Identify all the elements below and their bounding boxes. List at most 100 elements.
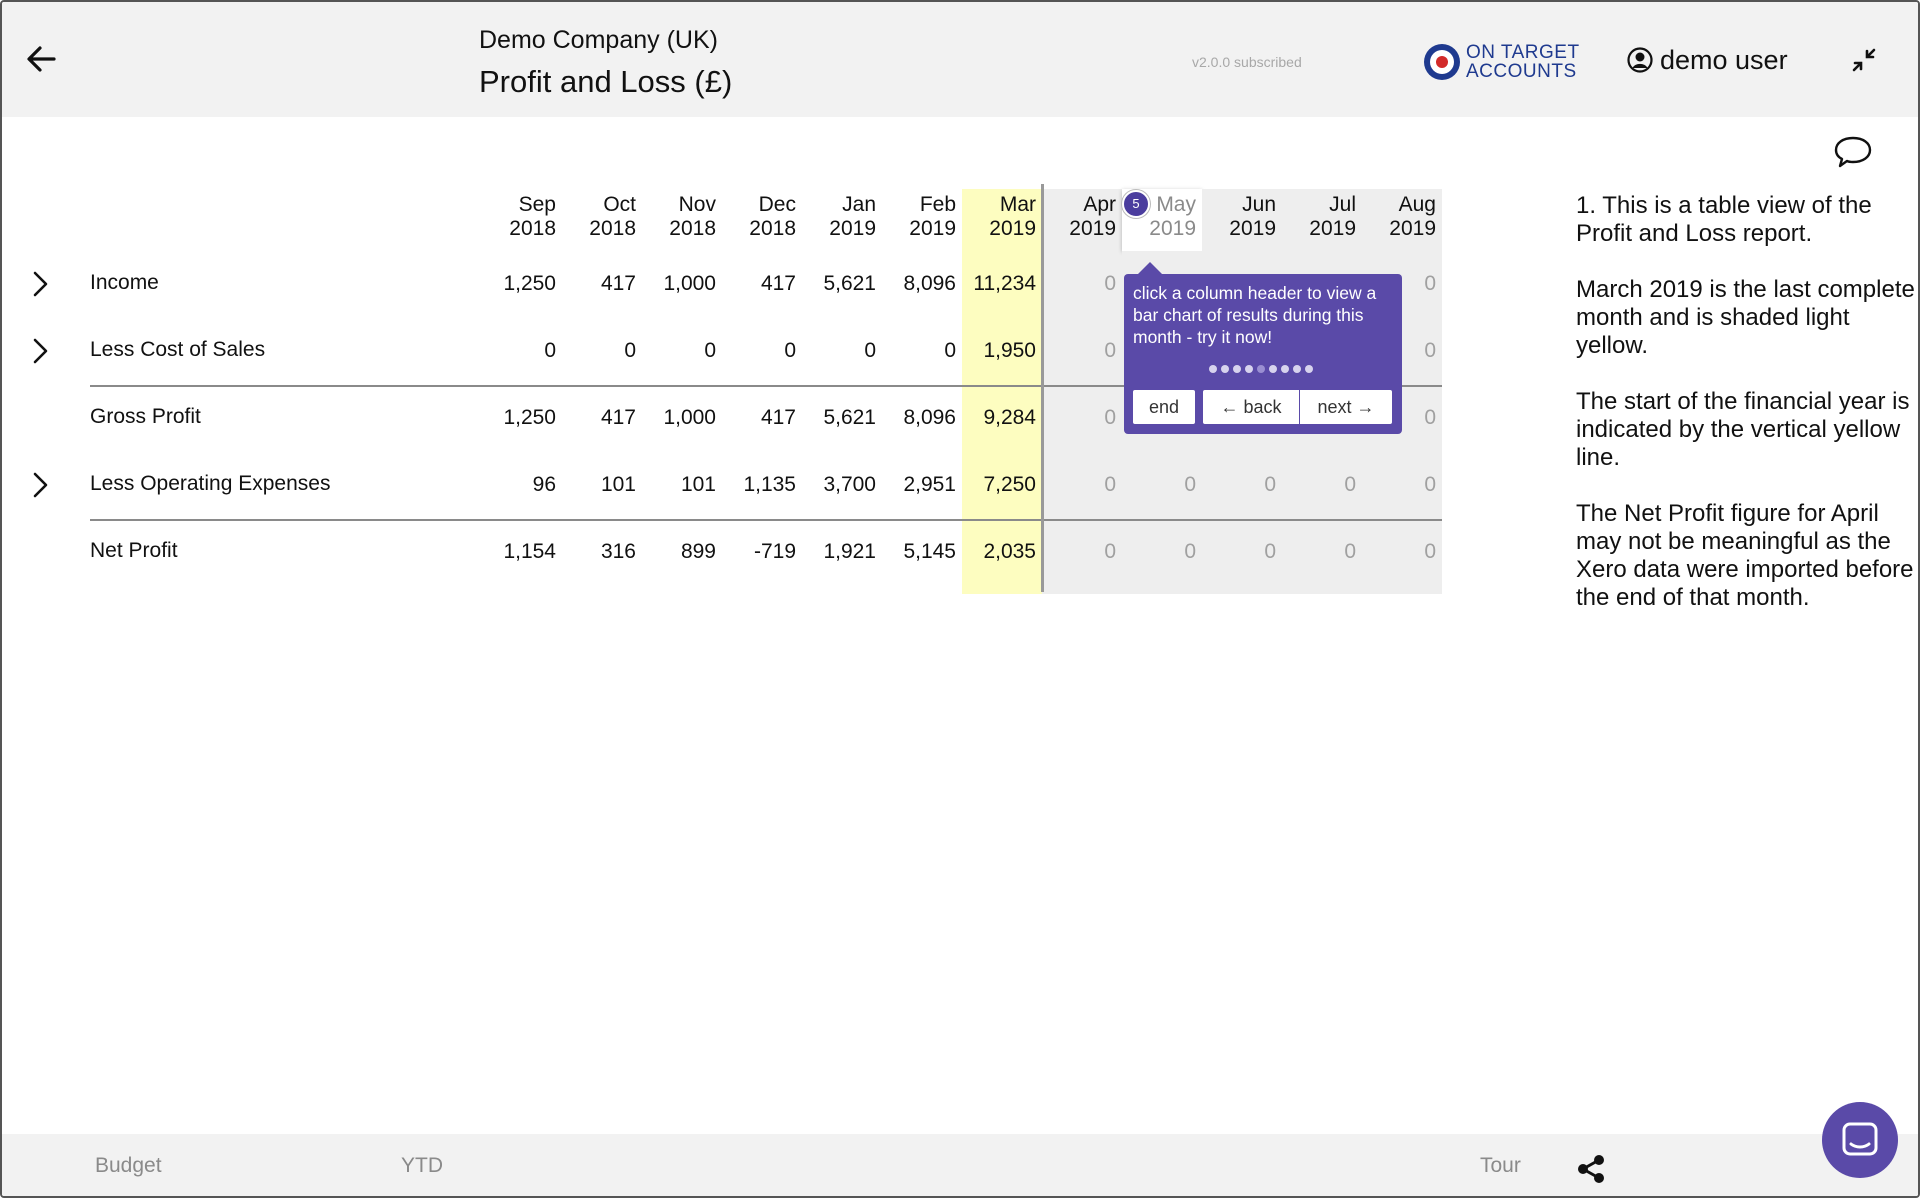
tour-popover: click a column header to view a bar char… — [1124, 262, 1402, 434]
tour-dot[interactable] — [1233, 365, 1241, 373]
column-year: 2019 — [1069, 217, 1116, 240]
table-cell: 0 — [1344, 473, 1356, 496]
column-month: Nov — [678, 193, 716, 216]
column-month: Jun — [1242, 193, 1276, 216]
column-month: May — [1156, 193, 1196, 216]
column-year: 2019 — [1309, 217, 1356, 240]
chevron-right-icon[interactable] — [26, 336, 54, 366]
tour-dot[interactable] — [1221, 365, 1229, 373]
help-paragraph: 1. This is a table view of the Profit an… — [1576, 192, 1872, 247]
user-name: demo user — [1660, 44, 1788, 75]
column-header-mar[interactable]: Mar 2019 — [962, 189, 1042, 251]
table-cell: 417 — [760, 272, 796, 295]
chevron-right-icon[interactable] — [26, 470, 54, 500]
table-cell: 2,035 — [983, 540, 1036, 563]
column-year: 2019 — [1149, 217, 1196, 240]
tour-step-badge: 5 — [1122, 190, 1150, 218]
column-header-sep[interactable]: Sep 2018 — [482, 189, 562, 251]
column-month: Mar — [999, 193, 1036, 216]
future-column — [1042, 189, 1122, 594]
table-cell: 5,621 — [823, 406, 876, 429]
column-header-feb[interactable]: Feb 2019 — [882, 189, 962, 251]
column-month: Sep — [518, 193, 556, 216]
budget-link[interactable]: Budget — [95, 1154, 162, 1177]
column-header-oct[interactable]: Oct 2018 — [562, 189, 642, 251]
tour-text: click a column header to view a bar char… — [1133, 283, 1377, 347]
row-label: Net Profit — [90, 539, 178, 562]
table-cell: 101 — [600, 473, 636, 496]
comment-icon[interactable] — [1832, 132, 1874, 172]
help-panel: 1. This is a table view of the Profit an… — [1576, 192, 1916, 640]
tour-next-button[interactable]: next → — [1300, 390, 1392, 424]
company-name: Demo Company (UK) — [479, 26, 718, 54]
column-header-aug[interactable]: Aug 2019 — [1362, 189, 1442, 251]
tour-dot[interactable] — [1293, 365, 1301, 373]
help-paragraph: March 2019 is the last complete month an… — [1576, 276, 1915, 359]
table-cell: 0 — [544, 339, 556, 362]
table-cell: 0 — [1424, 406, 1436, 429]
tour-dot[interactable] — [1257, 365, 1265, 373]
tour-dot[interactable] — [1281, 365, 1289, 373]
shrink-arrows-icon[interactable] — [1850, 46, 1878, 74]
table-cell: 0 — [1184, 540, 1196, 563]
table-cell: 11,234 — [973, 272, 1036, 295]
help-paragraph: The Net Profit figure for April may not … — [1576, 500, 1914, 611]
table-cell: 1,250 — [503, 406, 556, 429]
chat-launcher-button[interactable] — [1822, 1102, 1898, 1178]
table-cell: 0 — [1264, 473, 1276, 496]
table-cell: 0 — [1104, 473, 1116, 496]
tour-end-button[interactable]: end — [1133, 390, 1195, 424]
table-cell: 0 — [1424, 473, 1436, 496]
tour-dot[interactable] — [1305, 365, 1313, 373]
share-icon[interactable] — [1574, 1152, 1608, 1186]
column-header-jan[interactable]: Jan 2019 — [802, 189, 882, 251]
table-cell: 1,154 — [503, 540, 556, 563]
column-header-dec[interactable]: Dec 2018 — [722, 189, 802, 251]
row-divider — [90, 385, 1442, 387]
tour-progress-dots — [1209, 365, 1313, 373]
table-cell: 2,951 — [903, 473, 956, 496]
app-footer: Budget YTD Tour — [2, 1134, 1918, 1196]
column-header-jun[interactable]: Jun 2019 — [1202, 189, 1282, 251]
help-paragraph: The start of the financial year is indic… — [1576, 388, 1910, 471]
roundel-icon — [1424, 44, 1460, 80]
column-year: 2018 — [589, 217, 636, 240]
column-header-apr[interactable]: Apr 2019 — [1042, 189, 1122, 251]
tour-dot[interactable] — [1209, 365, 1217, 373]
ytd-link[interactable]: YTD — [401, 1154, 443, 1177]
table-cell: -719 — [753, 540, 796, 563]
table-cell: 0 — [1344, 540, 1356, 563]
table-cell: 0 — [624, 339, 636, 362]
table-cell: 5,621 — [823, 272, 876, 295]
financial-year-line — [1041, 184, 1044, 592]
column-header-jul[interactable]: Jul 2019 — [1282, 189, 1362, 251]
column-year: 2019 — [1389, 217, 1436, 240]
table-cell: 417 — [600, 406, 636, 429]
chat-icon — [1842, 1122, 1878, 1156]
table-cell: 9,284 — [983, 406, 1036, 429]
table-cell: 0 — [1104, 339, 1116, 362]
user-menu[interactable]: demo user — [1626, 42, 1788, 78]
table-cell: 3,700 — [823, 473, 876, 496]
table-cell: 0 — [1424, 272, 1436, 295]
arrow-left-icon[interactable] — [22, 40, 60, 78]
column-year: 2019 — [989, 217, 1036, 240]
table-cell: 1,000 — [663, 272, 716, 295]
highlight-column — [962, 189, 1042, 594]
column-month: Dec — [758, 193, 796, 216]
row-label: Less Operating Expenses — [90, 472, 331, 495]
table-cell: 0 — [1104, 540, 1116, 563]
table-cell: 0 — [784, 339, 796, 362]
table-cell: 0 — [1424, 339, 1436, 362]
column-month: Apr — [1083, 193, 1116, 216]
table-cell: 1,950 — [983, 339, 1036, 362]
tour-dot[interactable] — [1269, 365, 1277, 373]
tour-link[interactable]: Tour — [1480, 1154, 1521, 1177]
chevron-right-icon[interactable] — [26, 269, 54, 299]
tour-back-button[interactable]: ← back — [1203, 390, 1299, 424]
column-header-may[interactable]: May 2019 — [1122, 189, 1202, 251]
tour-dot[interactable] — [1245, 365, 1253, 373]
logo-line-1: ON TARGET — [1466, 42, 1580, 63]
column-header-nov[interactable]: Nov 2018 — [642, 189, 722, 251]
column-year: 2018 — [509, 217, 556, 240]
